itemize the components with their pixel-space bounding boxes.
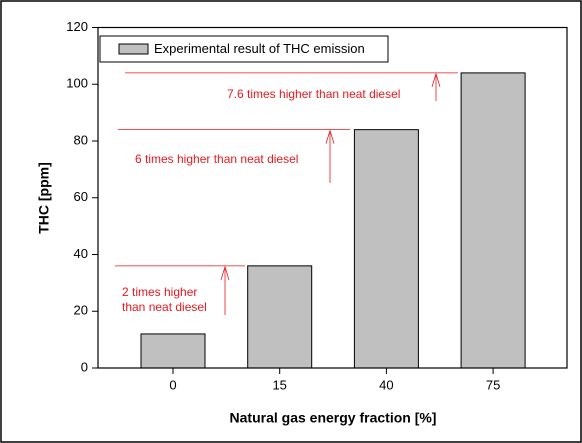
- y-tick-label: 60: [74, 189, 88, 204]
- y-tick-label: 0: [81, 359, 88, 374]
- x-axis-label: Natural gas energy fraction [%]: [230, 410, 437, 426]
- bar: [140, 333, 206, 369]
- y-tick-label: 40: [74, 246, 88, 261]
- annotation-text: 7.6 times higher than neat diesel: [227, 87, 400, 101]
- y-tick-label: 120: [66, 19, 88, 34]
- x-tick-label: 40: [379, 377, 393, 392]
- legend-swatch: [118, 43, 149, 55]
- bar: [247, 265, 313, 369]
- plot-frame: [97, 26, 568, 369]
- annotation-arrowhead: [220, 265, 230, 280]
- bar: [460, 72, 526, 369]
- x-tick-label: 0: [169, 377, 176, 392]
- bar: [353, 129, 419, 369]
- annotation-arrowhead: [325, 129, 335, 144]
- annotation-text: than neat diesel: [122, 300, 207, 314]
- annotation-text: 6 times higher than neat diesel: [135, 152, 298, 166]
- x-tick-label: 15: [272, 377, 286, 392]
- legend-label: Experimental result of THC emission: [154, 41, 365, 56]
- y-tick-label: 100: [66, 76, 88, 91]
- annotation-arrowhead: [431, 72, 441, 88]
- legend-box: [99, 35, 389, 63]
- y-tick-label: 20: [74, 303, 88, 318]
- x-tick-label: 75: [486, 377, 500, 392]
- y-tick-label: 80: [74, 132, 88, 147]
- annotation-text: 2 times higher: [122, 285, 197, 299]
- y-axis-label: THC [ppm]: [36, 162, 52, 234]
